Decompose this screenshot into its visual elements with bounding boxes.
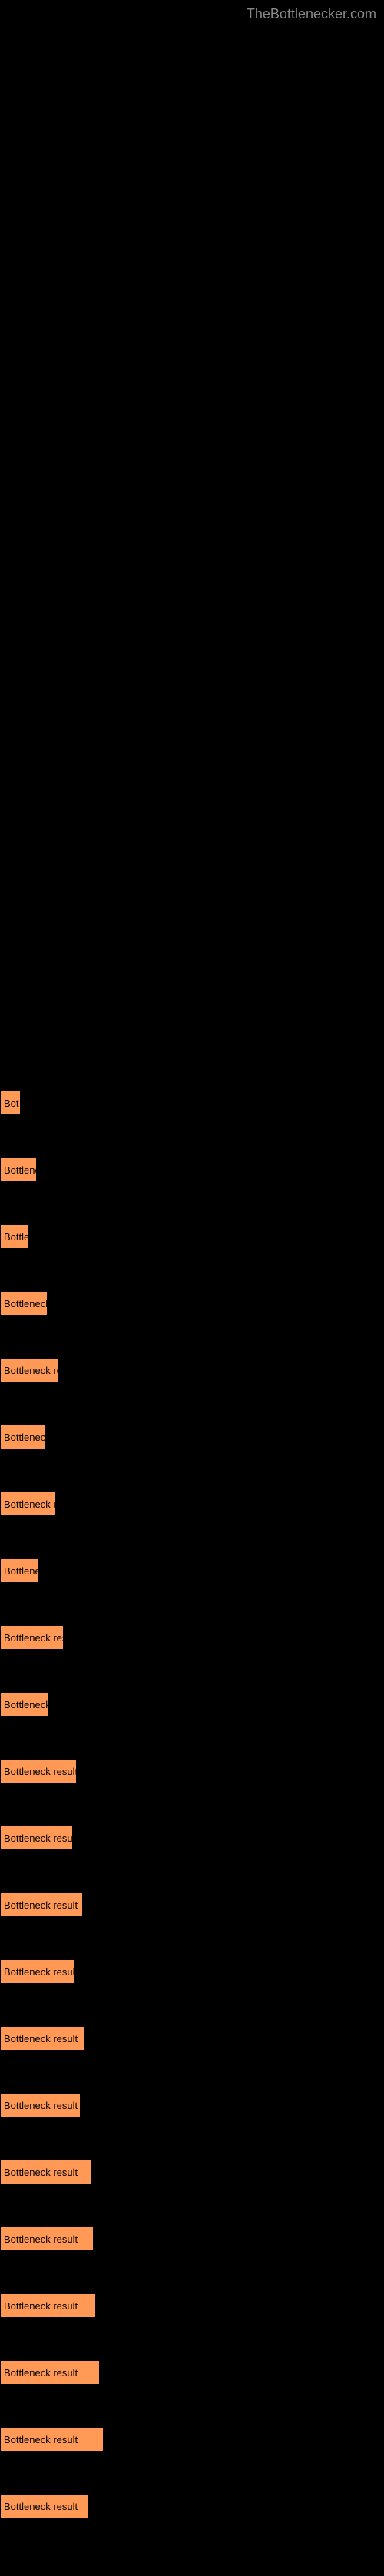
bar-label: Bottleneck result <box>4 2233 78 2245</box>
bar-label: Bottleneck re <box>4 1365 58 1376</box>
bar-label: Bottle <box>4 1231 28 1243</box>
bar-row: Bottleneck r <box>0 1492 384 1516</box>
bar-label: Bottleneck result <box>4 2167 78 2178</box>
bar-row: Bottleneck result <box>0 2360 384 2385</box>
bar: Bottleneck result <box>0 2427 104 2452</box>
watermark-text: TheBottlenecker.com <box>247 6 376 22</box>
bar: Bottleneck result <box>0 2494 88 2518</box>
bar-label: Bottleneck result <box>4 2501 78 2512</box>
bar-label: Bottleneck r <box>4 1498 55 1510</box>
bar-label: Bottleneck result <box>4 1833 72 1844</box>
bar-label: Bottleneck result <box>4 2100 78 2111</box>
bar-label: Bottleneck result <box>4 2367 78 2379</box>
bar: Bottleneck re <box>0 1358 58 1382</box>
bar: Bot <box>0 1091 21 1115</box>
bar-label: Bot <box>4 1098 19 1109</box>
bar-row: Bottleneck result <box>0 2093 384 2117</box>
bar-label: Bottleneck result <box>4 2434 78 2445</box>
bar: Bottleneck result <box>0 2227 94 2251</box>
bar-row: Bottleneck result <box>0 2227 384 2251</box>
bar-label: Bottleneck result <box>4 1766 76 1777</box>
bar-row: Bottlene <box>0 1558 384 1583</box>
bar: Bottleneck result <box>0 2026 84 2051</box>
bar-label: Bottlened <box>4 1164 36 1176</box>
bar-label: Bottleneck <box>4 1432 45 1443</box>
bar: Bottleneck result <box>0 2293 96 2318</box>
bar-row: Bottleneck <box>0 1692 384 1717</box>
bar-row: Bottleneck re <box>0 1358 384 1382</box>
bar: Bottleneck result <box>0 1826 73 1850</box>
bar-row: Bot <box>0 1091 384 1115</box>
bar: Bottleneck res <box>0 1625 64 1650</box>
bar-label: Bottleneck result <box>4 1966 74 1978</box>
bar: Bottlene <box>0 1558 38 1583</box>
bar-row: Bottleneck result <box>0 2026 384 2051</box>
bar-row: Bottleneck result <box>0 1959 384 1984</box>
bar-row: Bottleneck result <box>0 1759 384 1783</box>
bar: Bottleneck result <box>0 2093 81 2117</box>
bar: Bottleneck result <box>0 2360 100 2385</box>
bar: Bottleneck result <box>0 1759 77 1783</box>
bar: Bottle <box>0 1224 29 1249</box>
bar-label: Bottleneck <box>4 1699 48 1710</box>
bar-row: Bottleneck result <box>0 1892 384 1917</box>
bar-row: Bottleneck result <box>0 2494 384 2518</box>
bar-row: Bottlened <box>0 1157 384 1182</box>
bar: Bottleneck <box>0 1692 49 1717</box>
bar-label: Bottleneck result <box>4 2300 78 2312</box>
bar-row: Bottle <box>0 1224 384 1249</box>
bar-row: Bottleneck result <box>0 2427 384 2452</box>
bar: Bottleneck <box>0 1291 48 1316</box>
bar-row: Bottleneck <box>0 1425 384 1449</box>
bar: Bottleneck <box>0 1425 46 1449</box>
bar: Bottleneck result <box>0 2160 92 2184</box>
bar-row: Bottleneck result <box>0 1826 384 1850</box>
bar: Bottleneck result <box>0 1959 75 1984</box>
bar-row: Bottleneck <box>0 1291 384 1316</box>
bar-label: Bottleneck <box>4 1298 47 1310</box>
bar-label: Bottlene <box>4 1565 38 1577</box>
bar-label: Bottleneck res <box>4 1632 63 1644</box>
bar-row: Bottleneck result <box>0 2293 384 2318</box>
bar-label: Bottleneck result <box>4 1899 78 1911</box>
bar-chart: Bot Bottlened Bottle Bottleneck Bottleneck r… <box>0 0 384 2576</box>
bar-row: Bottleneck res <box>0 1625 384 1650</box>
bar: Bottleneck r <box>0 1492 55 1516</box>
bar: Bottlened <box>0 1157 37 1182</box>
bar-label: Bottleneck result <box>4 2033 78 2045</box>
bar: Bottleneck result <box>0 1892 83 1917</box>
bar-row: Bottleneck result <box>0 2160 384 2184</box>
